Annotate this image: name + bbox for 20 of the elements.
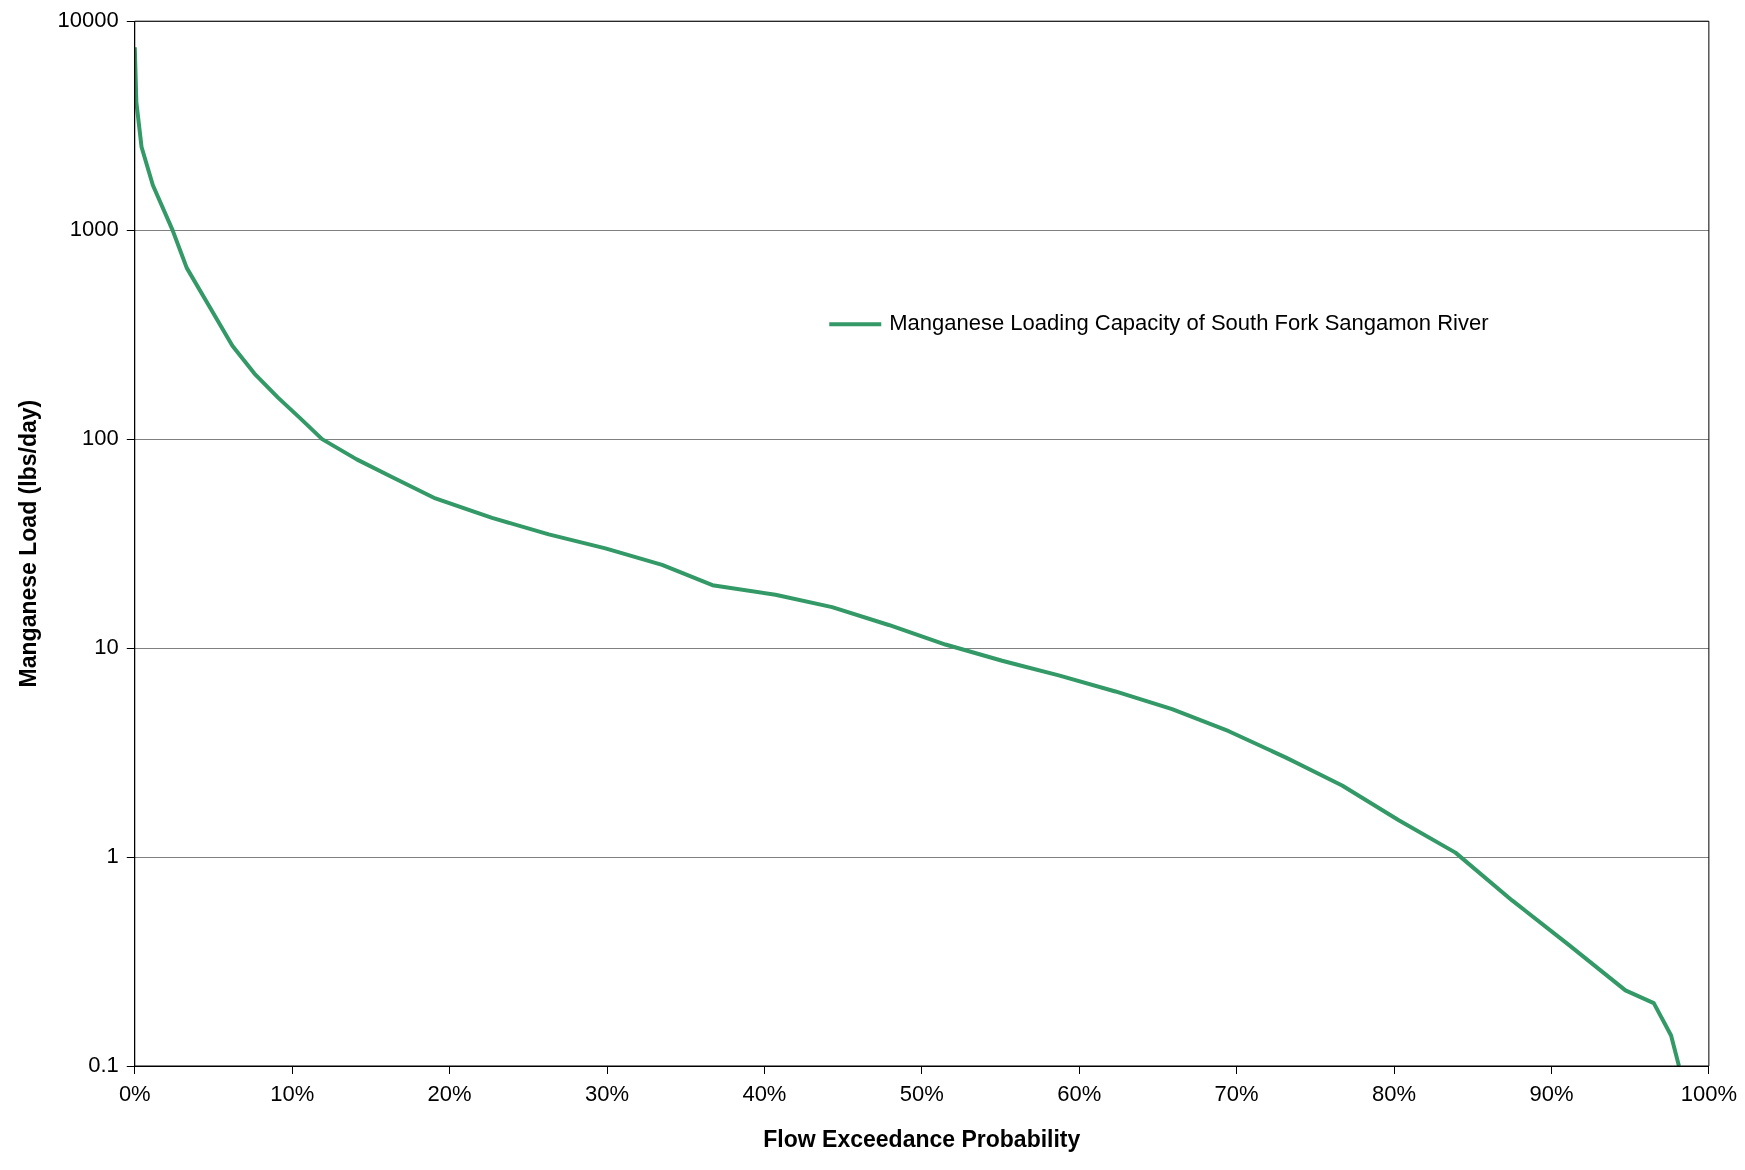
x-tick-label: 60% xyxy=(1057,1081,1102,1107)
x-tick-label: 100% xyxy=(1680,1081,1738,1107)
x-tick-label: 10% xyxy=(270,1081,315,1107)
y-tick-label: 10000 xyxy=(57,7,119,33)
x-tick-label: 0% xyxy=(118,1081,151,1107)
x-tick-label: 80% xyxy=(1372,1081,1417,1107)
y-tick-label: 1000 xyxy=(69,216,119,242)
y-tick-label: 0.1 xyxy=(88,1052,119,1078)
y-tick-label: 10 xyxy=(94,634,119,660)
x-tick-label: 70% xyxy=(1214,1081,1259,1107)
x-axis-title: Flow Exceedance Probability xyxy=(763,1125,1081,1152)
y-axis-title: Manganese Load (lbs/day) xyxy=(15,399,42,688)
y-tick-label: 100 xyxy=(82,425,119,451)
x-tick-label: 20% xyxy=(427,1081,472,1107)
x-tick-label: 30% xyxy=(584,1081,630,1107)
x-tick-label: 90% xyxy=(1529,1081,1574,1107)
x-tick-label: 40% xyxy=(742,1081,787,1107)
y-tick-label: 1 xyxy=(106,843,119,869)
legend-label: Manganese Loading Capacity of South Fork Sangamon River xyxy=(889,310,1489,336)
x-tick-label: 50% xyxy=(899,1081,944,1107)
